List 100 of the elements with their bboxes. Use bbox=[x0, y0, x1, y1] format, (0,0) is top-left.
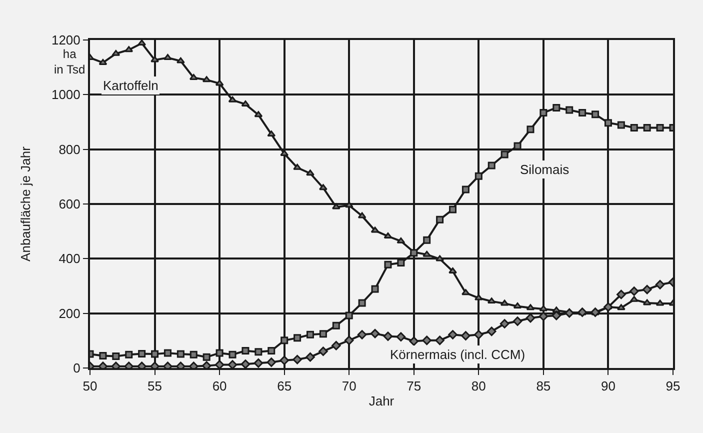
x-tick-label: 80 bbox=[471, 378, 486, 394]
point bbox=[150, 56, 159, 62]
point bbox=[422, 250, 432, 257]
point bbox=[462, 186, 470, 194]
point bbox=[616, 290, 626, 300]
text: ha in Tsd bbox=[54, 47, 86, 77]
point bbox=[151, 350, 159, 358]
point bbox=[371, 285, 379, 293]
point bbox=[540, 108, 548, 116]
point bbox=[617, 121, 625, 129]
point bbox=[397, 259, 405, 267]
point bbox=[112, 352, 120, 360]
point bbox=[357, 330, 367, 340]
point bbox=[630, 296, 638, 302]
point bbox=[332, 340, 341, 350]
x-tick-label: 65 bbox=[277, 378, 292, 394]
x-tick-label: 85 bbox=[536, 378, 551, 394]
point bbox=[552, 104, 560, 112]
point bbox=[604, 302, 613, 312]
point bbox=[164, 54, 172, 60]
point bbox=[474, 294, 483, 300]
point bbox=[358, 212, 366, 218]
point bbox=[345, 312, 353, 320]
point bbox=[318, 346, 328, 356]
point bbox=[396, 332, 406, 342]
x-tick-label: 90 bbox=[600, 378, 616, 394]
point bbox=[202, 76, 211, 82]
point bbox=[384, 260, 392, 268]
series-label: Kartoffeln bbox=[103, 78, 158, 93]
point bbox=[318, 184, 328, 190]
y-tick-label: 400 bbox=[58, 251, 80, 266]
point bbox=[292, 354, 302, 364]
point bbox=[202, 353, 210, 361]
point bbox=[112, 50, 120, 56]
point bbox=[436, 216, 444, 224]
point bbox=[280, 336, 288, 344]
point bbox=[125, 350, 133, 358]
series-label: Silomais bbox=[520, 162, 570, 177]
point bbox=[604, 119, 612, 127]
point bbox=[228, 360, 238, 368]
point bbox=[254, 348, 262, 356]
point bbox=[99, 352, 107, 360]
point bbox=[538, 312, 548, 321]
point bbox=[306, 330, 314, 338]
point bbox=[642, 284, 652, 294]
point bbox=[344, 202, 354, 208]
point bbox=[164, 349, 172, 357]
point bbox=[488, 162, 496, 170]
point bbox=[629, 286, 639, 296]
point bbox=[592, 110, 600, 118]
point bbox=[461, 331, 470, 340]
point bbox=[656, 300, 664, 306]
point bbox=[267, 130, 276, 137]
point bbox=[435, 336, 444, 346]
x-tick-label: 55 bbox=[148, 378, 162, 394]
point bbox=[462, 289, 470, 296]
point bbox=[216, 349, 224, 357]
series-label: Körnermais (incl. CCM) bbox=[390, 347, 526, 362]
x-tick-label: 60 bbox=[212, 378, 227, 394]
point bbox=[526, 304, 535, 310]
point bbox=[370, 226, 380, 233]
point bbox=[566, 106, 574, 114]
point bbox=[513, 302, 522, 308]
point bbox=[344, 336, 354, 346]
point bbox=[552, 310, 562, 320]
point bbox=[189, 74, 198, 80]
point bbox=[202, 361, 212, 368]
point bbox=[448, 267, 457, 274]
point bbox=[293, 164, 302, 170]
point bbox=[98, 58, 108, 65]
point bbox=[190, 350, 198, 358]
point bbox=[306, 170, 314, 176]
point bbox=[500, 300, 509, 306]
point bbox=[358, 299, 366, 307]
point bbox=[214, 360, 224, 368]
point bbox=[655, 280, 665, 290]
point bbox=[280, 356, 289, 365]
point bbox=[448, 330, 458, 340]
point bbox=[526, 313, 536, 323]
point bbox=[241, 100, 250, 106]
point bbox=[176, 350, 184, 358]
point bbox=[616, 304, 626, 310]
point bbox=[332, 203, 340, 210]
point bbox=[240, 360, 250, 368]
point bbox=[383, 332, 393, 341]
point bbox=[242, 347, 250, 355]
point bbox=[410, 249, 418, 257]
point bbox=[474, 330, 484, 340]
x-axis-title: Jahr bbox=[368, 394, 395, 409]
point bbox=[266, 358, 276, 367]
y-tick-label: 200 bbox=[58, 306, 80, 321]
point bbox=[124, 46, 134, 52]
y-axis-title: Anbaufläche je Jahr bbox=[18, 146, 33, 262]
point bbox=[500, 319, 510, 328]
point bbox=[138, 350, 146, 358]
point bbox=[564, 308, 574, 318]
y-tick-label: 0 bbox=[73, 360, 80, 376]
y-tick-label: 600 bbox=[58, 196, 80, 212]
point bbox=[578, 108, 586, 116]
point bbox=[254, 358, 264, 368]
